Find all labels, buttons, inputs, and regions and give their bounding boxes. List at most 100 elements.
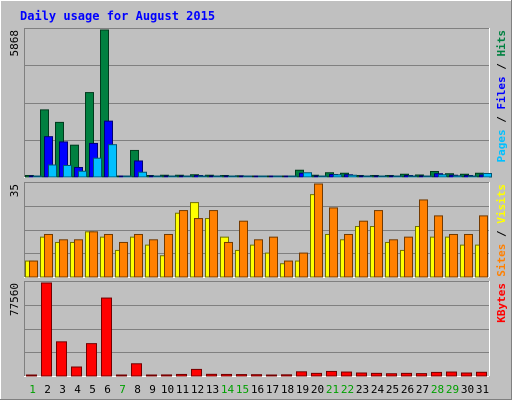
panel-top-bar-pages-day-15 [243,175,252,178]
panel-bottom-bar-kbytes-day-27 [416,373,427,377]
panel-bottom-bar-kbytes-day-12 [191,368,202,377]
panel-top-bar-pages-day-21 [333,174,342,178]
panel-top-bar-pages-day-31 [483,172,492,178]
x-tick-label-day-8: 8 [134,383,141,396]
panel-bottom-bar-kbytes-day-22 [341,371,352,377]
panel-middle-bar-sites-day-20 [314,183,323,278]
x-tick-label-day-26: 26 [401,383,414,396]
x-tick-label-day-17: 17 [266,383,279,396]
panel-middle-bar-sites-day-5 [89,231,98,278]
panel-top-bar-pages-day-8 [138,171,147,178]
x-tick-label-day-29: 29 [446,383,459,396]
x-tick-label-day-5: 5 [89,383,96,396]
panel-bottom-bar-kbytes-day-10 [161,374,172,377]
panel-top-bar-pages-day-17 [273,175,282,178]
panel-top: 5868 Pages / Files / Hits [8,28,508,178]
panel-bottom-ymax-label: 77560 [8,283,21,316]
panel-middle-bar-sites-day-1 [29,260,38,278]
x-tick-label-day-1: 1 [29,383,36,396]
x-tick-label-day-7: 7 [119,383,126,396]
panel-top-bar-pages-day-20 [318,175,327,178]
x-tick-label-day-16: 16 [251,383,264,396]
x-tick-label-day-3: 3 [59,383,66,396]
panel-top-bar-pages-day-30 [468,175,477,178]
panel-top-bar-pages-day-4 [78,170,87,178]
panel-middle-bar-sites-day-18 [284,260,293,278]
x-tick-label-day-12: 12 [191,383,204,396]
panel-bottom-bar-kbytes-day-13 [206,373,217,377]
panel-middle-bar-sites-day-8 [134,233,143,278]
panel-top-bar-pages-day-27 [423,175,432,178]
x-tick-label-day-19: 19 [296,383,309,396]
x-tick-label-day-31: 31 [476,383,489,396]
panel-top-bar-pages-day-2 [48,164,57,178]
panel-top-bar-pages-day-3 [63,164,72,178]
x-tick-label-day-6: 6 [104,383,111,396]
panel-top-bar-pages-day-13 [213,175,222,178]
panel-bottom-bar-kbytes-day-19 [296,371,307,377]
panel-bottom-bar-kbytes-day-15 [236,374,247,377]
x-axis-day-labels: 1 2 3 4 5 6 7 8 9 10 11 12 13 14 15 16 17 18 19 20 21 22 23 24 2… [29,383,489,396]
panel-top-bar-pages-day-7 [123,175,132,178]
panel-middle: 35 Sites / Visits [8,182,508,278]
panel-top-legend-label: Pages / Files / Hits [495,30,508,163]
x-tick-label-day-11: 11 [176,383,189,396]
panel-top-bar-pages-day-6 [108,144,117,178]
x-tick-label-day-10: 10 [161,383,174,396]
panel-top-legend-part-3: / [495,57,508,77]
panel-bottom-legend-label: KBytes [495,283,508,323]
panel-bottom-legend-part-0: KBytes [495,283,508,323]
panel-middle-bar-sites-day-25 [389,239,398,278]
panel-bottom-bar-kbytes-day-23 [356,372,367,377]
panel-top-bar-pages-day-1 [33,175,42,178]
panel-middle-bar-sites-day-13 [209,210,218,278]
x-tick-label-day-30: 30 [461,383,474,396]
panel-middle-ymax-label: 35 [8,184,21,197]
panel-bottom-bar-kbytes-day-30 [461,372,472,377]
x-tick-label-day-25: 25 [386,383,399,396]
panel-top-bar-pages-day-18 [288,175,297,178]
panel-top-legend-part-2: Files [495,76,508,109]
panel-top-bar-pages-day-26 [408,175,417,178]
panel-middle-bar-sites-day-27 [419,199,428,278]
panel-middle-bar-sites-day-7 [119,241,128,278]
panel-middle-bar-sites-day-28 [434,215,443,278]
panel-bottom-bar-kbytes-day-24 [371,372,382,377]
panel-middle-bar-sites-day-16 [254,239,263,278]
panel-middle-legend-part-2: Visits [495,184,508,224]
panel-bottom-bar-kbytes-day-1 [26,374,37,377]
x-tick-label-day-4: 4 [74,383,81,396]
panel-middle-bar-sites-day-29 [449,233,458,278]
chart-title: Daily usage for August 2015 [20,9,215,23]
panel-middle-bar-sites-day-19 [299,252,308,278]
panel-bottom-bar-kbytes-day-20 [311,372,322,377]
panel-top-bar-pages-day-9 [153,175,162,178]
panel-middle-bar-sites-day-3 [59,239,68,278]
panel-bottom-bar-kbytes-day-28 [431,371,442,377]
panel-middle-bar-sites-day-4 [74,239,83,278]
panel-bottom-bar-kbytes-day-5 [86,343,97,377]
x-tick-label-day-23: 23 [356,383,369,396]
panel-top-bar-pages-day-14 [228,175,237,178]
panel-top-ymax-label: 5868 [8,30,21,57]
panel-bottom-bar-kbytes-day-3 [56,341,67,377]
x-tick-label-day-28: 28 [431,383,444,396]
panel-middle-bar-sites-day-17 [269,236,278,278]
panel-top-bar-pages-day-24 [378,175,387,178]
panel-bottom-bar-kbytes-day-16 [251,374,262,377]
panel-top-bar-pages-day-10 [168,175,177,178]
panel-bottom-bar-kbytes-day-21 [326,370,337,377]
x-tick-label-day-20: 20 [311,383,324,396]
panel-bottom-bar-kbytes-day-29 [446,371,457,377]
panel-middle-legend-part-1: / [495,224,508,244]
panel-middle-bar-sites-day-30 [464,233,473,278]
panel-top-bar-pages-day-22 [348,174,357,178]
panel-middle-bar-sites-day-11 [179,210,188,278]
x-tick-label-day-9: 9 [149,383,156,396]
panel-middle-bar-sites-day-21 [329,207,338,278]
panel-bottom-bar-kbytes-day-6 [101,297,112,377]
panel-middle-bar-sites-day-9 [149,239,158,278]
x-tick-label-day-18: 18 [281,383,294,396]
panel-top-bar-pages-day-28 [438,174,447,178]
